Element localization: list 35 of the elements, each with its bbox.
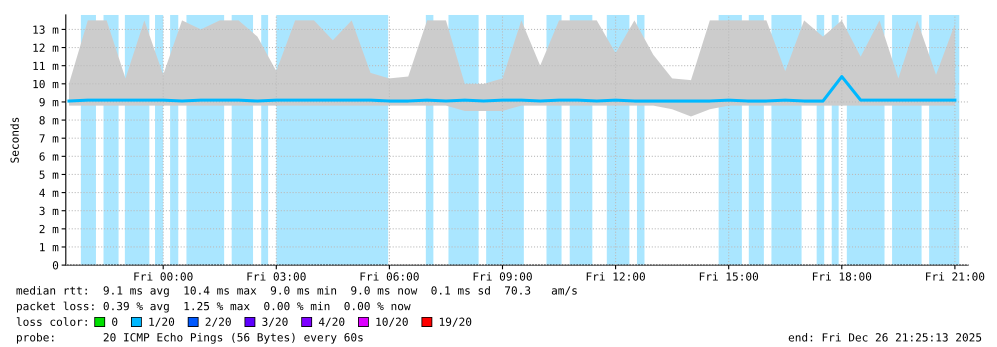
legend-label: 0: [112, 318, 118, 326]
y-tick-label: 1 m: [40, 243, 58, 252]
y-tick-label: 4 m: [39, 188, 58, 197]
legend-title: loss color:: [16, 317, 87, 326]
x-tick-label: Fri 15:00: [700, 272, 758, 281]
y-tick-label: 13 m: [33, 25, 58, 34]
legend-label: 2/20: [206, 318, 231, 327]
x-tick-label: Fri 06:00: [360, 272, 419, 281]
y-tick-label: 5 m: [40, 170, 58, 179]
text: probe: 20 ICMP Echo Pings (56 Bytes) every 60s: [16, 332, 363, 344]
x-tick-label: Fri 00:00: [134, 272, 193, 281]
y-tick-label: 3 m: [40, 206, 58, 216]
legend-label: 4/20: [318, 318, 344, 327]
y-tick-label: 12 m: [33, 44, 58, 52]
y-tick-label: 0: [52, 261, 58, 270]
x-tick-label: Fri 21:00: [926, 272, 984, 281]
y-tick-label: 9 m: [39, 98, 58, 106]
legend-label: 19/20: [440, 318, 472, 327]
legend-label: 1/20: [149, 318, 174, 327]
x-tick-label: Fri 09:00: [474, 272, 532, 281]
legend-label: 3/20: [262, 318, 288, 327]
y-tick-label: 10 m: [33, 80, 58, 88]
text: packet loss: 0.39 % avg 1.25 % max 0.00 % min 0.00 % now: [16, 302, 411, 313]
x-tick-label: Fri 12:00: [586, 272, 645, 281]
y-tick-label: 11 m: [33, 62, 58, 70]
x-tick-label: Fri 18:00: [812, 272, 872, 281]
text: end: Fri Dec 26 21:25:13 2025: [788, 332, 982, 342]
y-tick-label: 2 m: [40, 224, 58, 234]
y-tick-label: 6 m: [40, 152, 58, 161]
x-tick-label: Fri 03:00: [247, 272, 306, 281]
y-tick-label: 8 m: [40, 116, 58, 124]
y-tick-label: 7 m: [40, 134, 58, 142]
y-axis-title: Seconds: [10, 118, 19, 163]
text: median rtt: 9.1 ms avg 10.4 ms max 9.0 ms min 9.0 ms now 0.1 ms sd 70.3 am/s: [16, 286, 577, 297]
legend-label: 10/20: [376, 318, 408, 327]
